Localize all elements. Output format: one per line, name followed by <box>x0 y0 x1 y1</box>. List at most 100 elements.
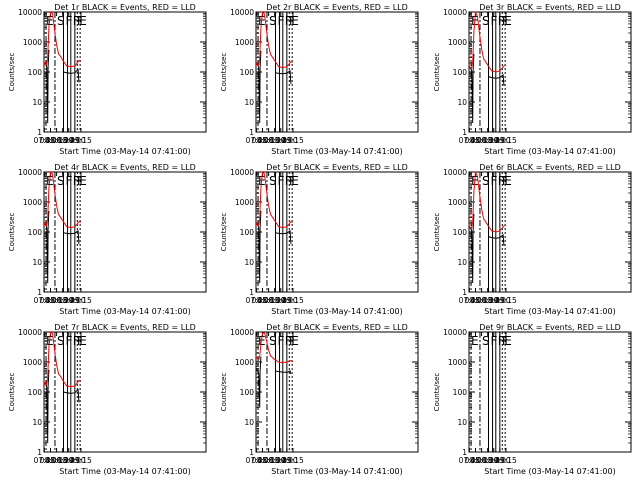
flag-label: E <box>291 14 299 28</box>
x-tick-label: 09:15 <box>495 136 517 145</box>
x-tick-label: 09:00 <box>489 456 511 465</box>
flag-label: F <box>77 14 84 28</box>
events-series-line-2 <box>63 388 80 403</box>
x-tick-label: 08:45 <box>58 296 80 305</box>
plot-frame <box>255 331 419 453</box>
x-axis-label: Start Time (03-May-14 07:41:00) <box>484 467 615 476</box>
y-axis-label: Counts/sec <box>8 373 16 412</box>
events-series-line-2 <box>488 73 505 86</box>
y-tick-label: 100 <box>240 388 255 397</box>
x-axis-label: Start Time (03-May-14 07:41:00) <box>59 467 190 476</box>
y-tick-label: 10000 <box>230 328 254 337</box>
events-series-line-2 <box>275 229 292 244</box>
y-tick-label: 100 <box>453 228 468 237</box>
y-tick-label: 10000 <box>443 328 467 337</box>
y-tick-label: 1 <box>462 288 467 297</box>
x-tick-label: 09:00 <box>276 136 298 145</box>
x-tick-label: 08:30 <box>52 296 74 305</box>
y-axis-label: Counts/sec <box>433 53 441 92</box>
x-tick-label: 08:30 <box>264 296 286 305</box>
flag-label: S <box>482 14 490 28</box>
x-tick-label: 08:45 <box>483 296 505 305</box>
lld-series-line <box>43 11 82 68</box>
y-tick-label: 10 <box>457 258 467 267</box>
x-tick-label: 07:45 <box>34 136 56 145</box>
y-tick-label: 10000 <box>18 8 42 17</box>
flag-label: F <box>77 174 84 188</box>
x-tick-label: 08:15 <box>258 456 280 465</box>
x-tick-label: 07:45 <box>34 296 56 305</box>
flag-label: E <box>471 334 479 348</box>
x-tick-label: 09:00 <box>276 296 298 305</box>
y-axis-label: Counts/sec <box>220 53 228 92</box>
panel-title: Det 6r BLACK = Events, RED = LLD <box>479 163 621 172</box>
x-tick-label: 07:45 <box>246 136 268 145</box>
x-tick-label: 08:00 <box>465 136 487 145</box>
flag-label: E <box>79 14 87 28</box>
panel-title: Det 5r BLACK = Events, RED = LLD <box>266 163 408 172</box>
y-tick-label: 1000 <box>235 198 254 207</box>
y-tick-label: 100 <box>240 228 255 237</box>
x-tick-label: 08:45 <box>483 136 505 145</box>
flag-label: E <box>291 174 299 188</box>
flag-label: E <box>504 14 512 28</box>
y-tick-label: 1 <box>249 128 254 137</box>
x-tick-label: 08:15 <box>258 296 280 305</box>
y-tick-label: 10 <box>244 258 254 267</box>
x-tick-label: 08:00 <box>465 296 487 305</box>
y-tick-label: 1 <box>37 448 42 457</box>
flag-label: F <box>277 174 284 188</box>
y-axis-label: Counts/sec <box>220 373 228 412</box>
plot-frame <box>468 11 632 133</box>
y-tick-label: 10000 <box>443 8 467 17</box>
x-tick-label: 09:15 <box>495 296 517 305</box>
flag-label: F <box>498 334 505 348</box>
x-tick-label: 09:00 <box>489 296 511 305</box>
flag-label: F <box>498 14 505 28</box>
lld-series-line <box>255 332 294 364</box>
flag-label: E <box>79 334 87 348</box>
x-tick-label: 08:15 <box>46 296 68 305</box>
x-tick-label: 09:15 <box>70 456 92 465</box>
x-tick-label: 07:45 <box>459 456 481 465</box>
flag-label: E <box>291 334 299 348</box>
y-tick-label: 1000 <box>23 198 42 207</box>
y-tick-label: 10000 <box>18 328 42 337</box>
plot-frame <box>468 331 632 453</box>
flag-label: E <box>504 174 512 188</box>
flag-label: F <box>490 174 497 188</box>
x-tick-label: 09:15 <box>495 456 517 465</box>
x-tick-label: 09:15 <box>282 296 304 305</box>
x-tick-label: 08:30 <box>477 136 499 145</box>
y-tick-label: 10000 <box>230 168 254 177</box>
flag-label: F <box>285 334 292 348</box>
flag-label: F <box>490 334 497 348</box>
y-axis-label: Counts/sec <box>8 53 16 92</box>
flag-label: F <box>77 334 84 348</box>
events-series-line-2 <box>275 370 292 375</box>
y-tick-label: 1000 <box>448 358 467 367</box>
flag-label: S <box>482 174 490 188</box>
y-axis-label: Counts/sec <box>8 213 16 252</box>
x-tick-label: 08:30 <box>264 456 286 465</box>
flag-label: F <box>502 334 509 348</box>
x-tick-label: 07:45 <box>246 296 268 305</box>
y-axis-label: Counts/sec <box>433 373 441 412</box>
panel-det-6: E S F FFE07:4508:0008:1508:3008:4509:0009:1… <box>433 163 632 316</box>
x-tick-label: 08:45 <box>58 456 80 465</box>
events-series-line-2 <box>275 69 292 84</box>
flag-label: E <box>79 174 87 188</box>
x-tick-label: 08:00 <box>40 136 62 145</box>
y-tick-label: 100 <box>28 68 43 77</box>
panel-title: Det 3r BLACK = Events, RED = LLD <box>479 3 621 12</box>
flag-label: F <box>490 14 497 28</box>
plot-frame <box>43 11 207 133</box>
flag-label: S <box>482 334 490 348</box>
flag-label: S <box>57 334 65 348</box>
flag-label: F <box>502 14 509 28</box>
x-tick-label: 08:00 <box>252 296 274 305</box>
x-tick-label: 08:15 <box>46 456 68 465</box>
plot-frame <box>255 171 419 293</box>
y-tick-label: 1000 <box>23 38 42 47</box>
